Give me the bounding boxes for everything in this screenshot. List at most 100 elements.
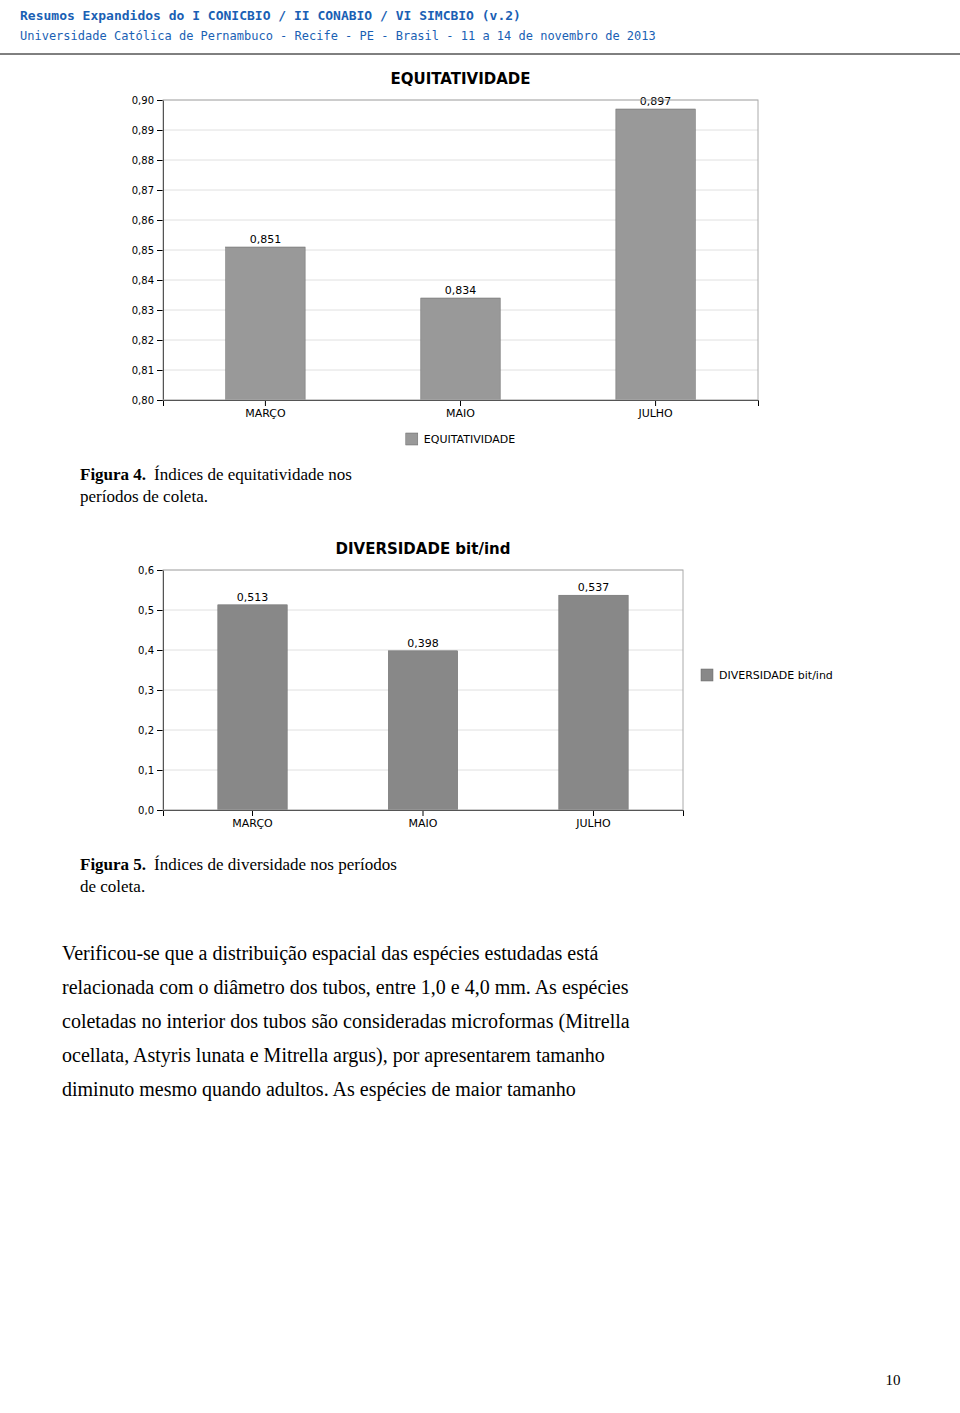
- y-tick-label: 0,84: [132, 275, 154, 286]
- x-tick: MAIO: [446, 400, 475, 420]
- x-axis: MARÇO MAIO JULHO: [164, 810, 684, 830]
- y-tick-label: 0,3: [138, 685, 154, 696]
- y-tick-mark: [157, 220, 163, 221]
- x-tick-mark: [593, 810, 594, 816]
- plot-frame: [163, 100, 758, 400]
- y-tick: 0,81: [132, 365, 163, 376]
- legend-swatch: [406, 433, 418, 445]
- y-tick-label: 0,85: [132, 245, 154, 256]
- y-tick-label: 0,0: [138, 805, 154, 816]
- data-labels: 0,5130,3980,537: [237, 581, 609, 650]
- legend-item: DIVERSIDADE bit/ind: [701, 669, 833, 682]
- legend: EQUITATIVIDADE: [406, 433, 515, 446]
- y-tick-mark: [157, 160, 163, 161]
- x-tick: MARÇO: [232, 810, 273, 830]
- y-tick-label: 0,4: [138, 645, 154, 656]
- y-tick: 0,85: [132, 245, 163, 256]
- bar: [388, 651, 457, 810]
- y-tick: 0,0: [138, 805, 163, 816]
- separator: [0, 54, 960, 55]
- y-tick-label: 0,80: [132, 395, 154, 406]
- y-tick: 0,88: [132, 155, 163, 166]
- x-tick-label: MARÇO: [245, 407, 286, 420]
- body-text: Verificou-se que a distribuição espacial…: [62, 942, 630, 1101]
- data-label: 0,897: [640, 95, 672, 108]
- y-tick-label: 0,1: [138, 765, 154, 776]
- y-tick: 0,90: [132, 95, 163, 106]
- y-tick-mark: [157, 770, 163, 771]
- x-tick-label: JULHO: [637, 407, 673, 420]
- y-tick-mark: [157, 340, 163, 341]
- caption-line: de coleta.: [80, 877, 145, 896]
- x-tick-label: JULHO: [575, 817, 611, 830]
- y-tick-mark: [157, 650, 163, 651]
- y-tick-mark: [157, 570, 163, 571]
- y-tick: 0,2: [138, 725, 163, 736]
- y-tick: 0,82: [132, 335, 163, 346]
- x-tick: JULHO: [637, 400, 673, 420]
- x-tick: JULHO: [575, 810, 611, 830]
- y-axis: 0,0 0,1 0,2 0,3 0,4 0,5 0,6: [138, 565, 163, 816]
- chart: 0,5130,3980,537 0,0 0,1 0,2 0,3 0,4 0,5 0,6 MARÇ…: [138, 540, 833, 830]
- y-tick: 0,84: [132, 275, 163, 286]
- data-labels: 0,8510,8340,897: [250, 95, 672, 297]
- y-tick-mark: [157, 400, 163, 401]
- legend-swatch: [701, 669, 713, 681]
- caption-line: períodos de coleta.: [80, 487, 208, 506]
- y-tick-label: 0,81: [132, 365, 154, 376]
- bar: [218, 605, 287, 810]
- bar: [421, 298, 500, 400]
- y-tick-label: 0,89: [132, 125, 154, 136]
- y-tick-label: 0,6: [138, 565, 154, 576]
- y-tick-label: 0,90: [132, 95, 154, 106]
- x-tick-label: MAIO: [409, 817, 438, 830]
- caption: Figura 5. Índices de diversidade nos perí…: [80, 855, 397, 896]
- y-tick: 0,86: [132, 215, 163, 226]
- y-tick: 0,4: [138, 645, 163, 656]
- x-tick-mark: [423, 810, 424, 816]
- y-tick-mark: [157, 190, 163, 191]
- x-tick-mark: [265, 400, 266, 406]
- y-tick: 0,5: [138, 605, 163, 616]
- data-label: 0,537: [578, 581, 610, 594]
- caption-label: Figura 4.: [80, 465, 146, 484]
- y-tick: 0,3: [138, 685, 163, 696]
- y-tick-mark: [157, 610, 163, 611]
- header-line: Resumos Expandidos do I CONICBIO / II CO…: [20, 8, 521, 23]
- y-tick: 0,1: [138, 765, 163, 776]
- y-tick-label: 0,88: [132, 155, 154, 166]
- y-tick-label: 0,2: [138, 725, 154, 736]
- caption-line: Índices de diversidade nos períodos: [154, 855, 397, 874]
- y-tick-mark: [157, 250, 163, 251]
- y-tick: 0,83: [132, 305, 163, 316]
- x-tick-mark: [655, 400, 656, 406]
- legend-label: DIVERSIDADE bit/ind: [719, 669, 833, 682]
- x-tick-label: MARÇO: [232, 817, 273, 830]
- y-tick-mark: [157, 690, 163, 691]
- y-tick: 0,89: [132, 125, 163, 136]
- plot-frame: [163, 570, 683, 810]
- chart-title: EQUITATIVIDADE: [390, 70, 530, 88]
- data-label: 0,834: [445, 284, 477, 297]
- bars: [226, 109, 696, 400]
- legend-item: EQUITATIVIDADE: [406, 433, 515, 446]
- y-tick-mark: [157, 100, 163, 101]
- y-tick-label: 0,82: [132, 335, 154, 346]
- caption: Figura 4.Índices de equitatividade nospe…: [80, 465, 352, 506]
- page-number: 10: [886, 1372, 901, 1388]
- x-tick-label: MAIO: [446, 407, 475, 420]
- y-tick-mark: [157, 810, 163, 811]
- grid: [163, 570, 683, 810]
- y-tick-label: 0,87: [132, 185, 154, 196]
- y-tick-label: 0,86: [132, 215, 154, 226]
- x-axis: MARÇO MAIO JULHO: [164, 400, 759, 420]
- x-tick-mark: [460, 400, 461, 406]
- header-line: Universidade Católica de Pernambuco - Re…: [20, 29, 656, 43]
- body-line: ocellata, Astyris lunata e Mitrella argu…: [62, 1044, 605, 1067]
- chart-title: DIVERSIDADE bit/ind: [336, 540, 511, 558]
- x-axis-line: [164, 401, 759, 407]
- header: Resumos Expandidos do I CONICBIO / II CO…: [20, 8, 656, 43]
- caption-label: Figura 5.: [80, 855, 146, 874]
- x-tick: MAIO: [409, 810, 438, 830]
- page: Resumos Expandidos do I CONICBIO / II CO…: [0, 0, 960, 1413]
